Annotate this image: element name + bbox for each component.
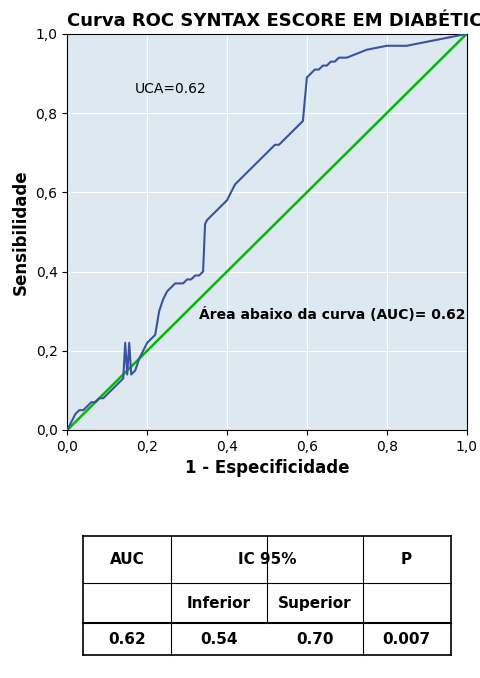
Text: P: P	[400, 553, 411, 567]
Y-axis label: Sensibilidade: Sensibilidade	[12, 169, 30, 295]
Text: AUC: AUC	[109, 553, 144, 567]
Text: 0.62: 0.62	[108, 632, 146, 647]
Text: Superior: Superior	[277, 596, 351, 611]
X-axis label: 1 - Especificidade: 1 - Especificidade	[184, 459, 348, 477]
Text: IC 95%: IC 95%	[237, 553, 296, 567]
Text: Inferior: Inferior	[187, 596, 251, 611]
Text: UCA=0.62: UCA=0.62	[135, 82, 206, 96]
Text: Área abaixo da curva (AUC)= 0.62: Área abaixo da curva (AUC)= 0.62	[199, 307, 465, 322]
Text: 0.007: 0.007	[382, 632, 430, 647]
Text: Curva ROC SYNTAX ESCORE EM DIABÉTICOS: Curva ROC SYNTAX ESCORE EM DIABÉTICOS	[67, 12, 480, 30]
Text: 0.54: 0.54	[200, 632, 237, 647]
Text: 0.70: 0.70	[296, 632, 333, 647]
